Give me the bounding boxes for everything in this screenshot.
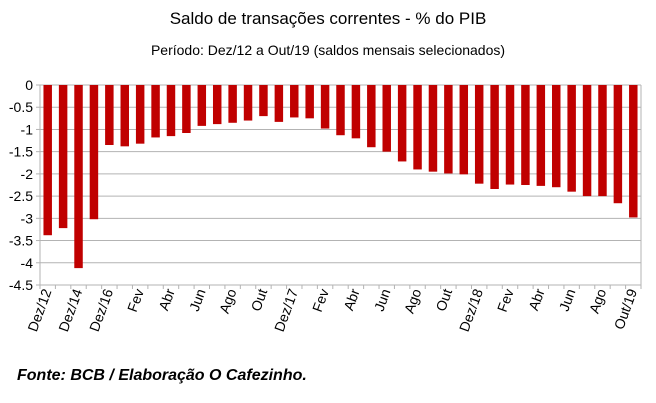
x-tick-label: Fev	[494, 287, 517, 314]
bar	[89, 85, 99, 220]
chart-subtitle: Período: Dez/12 a Out/19 (saldos mensais…	[150, 42, 506, 58]
x-tick-label: Ago	[216, 286, 240, 315]
x-tick-label: Dez/14	[55, 286, 85, 333]
x-tick-label: Dez/17	[271, 286, 301, 333]
bar	[197, 85, 207, 126]
bar	[105, 85, 114, 145]
bar	[351, 85, 361, 139]
bar	[58, 85, 68, 229]
bar	[521, 85, 530, 185]
y-tick-label: -2.5	[9, 188, 33, 204]
bar	[505, 85, 515, 185]
bar	[228, 85, 237, 123]
x-tick-label: Abr	[340, 286, 363, 312]
y-tick-label: -0.5	[9, 99, 33, 115]
bar	[598, 85, 607, 197]
y-tick-label: -2	[21, 166, 34, 182]
y-tick-label: -4.5	[9, 277, 33, 293]
bar	[274, 85, 284, 122]
bar	[444, 85, 453, 174]
bar	[212, 85, 222, 125]
bar	[135, 85, 145, 144]
bar	[382, 85, 391, 152]
x-tick-label: Dez/18	[456, 286, 486, 333]
bar	[182, 85, 191, 133]
bar	[151, 85, 160, 138]
bar	[74, 85, 83, 269]
bar	[305, 85, 314, 119]
bar	[629, 85, 638, 218]
x-tick-label: Dez/12	[24, 286, 54, 333]
y-tick-label: -1	[21, 121, 34, 137]
x-tick-label: Abr	[525, 286, 548, 312]
chart-title: Saldo de transações correntes - % do PIB	[169, 9, 487, 28]
bar	[320, 85, 330, 129]
bar	[120, 85, 129, 147]
bar	[536, 85, 546, 186]
bar	[397, 85, 407, 162]
bar	[336, 85, 345, 136]
bar	[582, 85, 592, 197]
x-tick-label: Jun	[556, 287, 579, 314]
axes	[39, 85, 642, 285]
bar	[43, 85, 52, 236]
x-tick-label: Jun	[186, 287, 209, 314]
bar	[243, 85, 253, 121]
bar	[567, 85, 576, 192]
bar	[490, 85, 499, 189]
bar	[552, 85, 561, 188]
x-tick-label: Out	[432, 286, 455, 313]
x-tick-label: Ago	[586, 286, 610, 315]
x-axis-ticks: Dez/12 Dez/14 Dez/16 Fev Abr Jun Ago Out Dez/17 F…	[24, 285, 642, 334]
bar	[413, 85, 422, 170]
bar	[459, 85, 469, 175]
bar	[367, 85, 376, 148]
y-tick-label: 0	[25, 77, 33, 93]
bar	[259, 85, 268, 117]
x-tick-label: Abr	[155, 286, 178, 312]
x-tick-label: Ago	[401, 286, 425, 315]
bar	[428, 85, 438, 172]
y-axis-ticks: 0 -0.5 -1 -1.5 -2 -2.5 -3 -3.5 -4 -4.5	[9, 77, 40, 293]
y-tick-label: -3	[21, 210, 34, 226]
x-tick-label: Out	[248, 286, 271, 313]
bar	[166, 85, 176, 137]
y-tick-label: -4	[21, 255, 34, 271]
bar	[474, 85, 484, 184]
bar	[290, 85, 299, 118]
x-tick-label: Fev	[309, 287, 332, 314]
y-tick-label: -3.5	[9, 233, 33, 249]
source-note: Fonte: BCB / Elaboração O Cafezinho.	[17, 367, 307, 384]
x-tick-label: Dez/16	[86, 286, 116, 333]
bar	[613, 85, 623, 204]
x-tick-label: Fev	[124, 287, 147, 314]
x-tick-label: Out/19	[611, 286, 640, 331]
bars	[43, 85, 638, 269]
x-tick-label: Jun	[371, 287, 394, 314]
y-tick-label: -1.5	[9, 144, 33, 160]
